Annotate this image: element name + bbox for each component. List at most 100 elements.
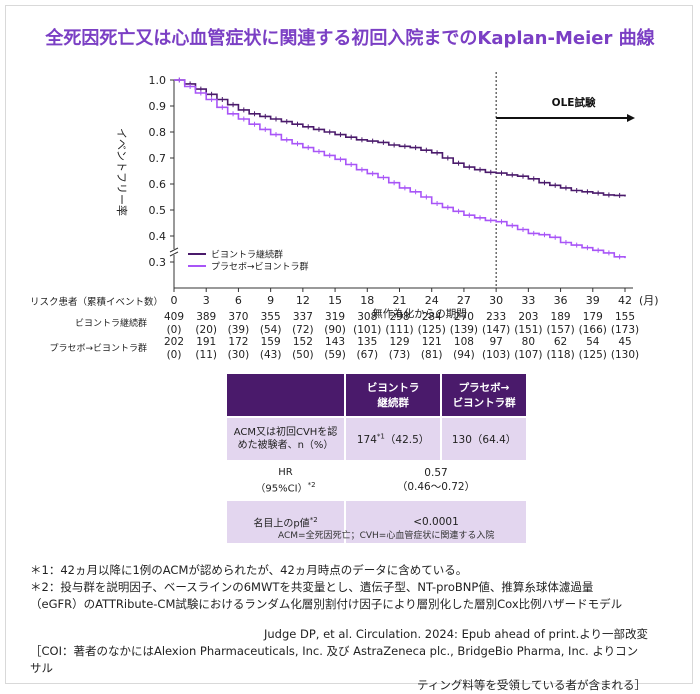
- x-tick-label: 6: [235, 294, 242, 307]
- risk-count: 45: [618, 336, 631, 348]
- risk-count: 308: [357, 311, 377, 323]
- risk-events: (50): [292, 349, 314, 361]
- coi-statement: ［COI：著者のなかにはAlexion Pharmaceuticals, Inc…: [30, 643, 646, 694]
- risk-count: 155: [615, 311, 635, 323]
- ole-arrow-head: [627, 114, 635, 122]
- risk-count: 121: [422, 336, 442, 348]
- risk-count: 172: [228, 336, 248, 348]
- risk-count: 108: [454, 336, 474, 348]
- x-tick-label: 12: [296, 294, 310, 307]
- risk-events: (118): [546, 349, 574, 361]
- risk-count: 189: [551, 311, 571, 323]
- footnote-2-cont: （eGFR）のATTRibute-CM試験におけるランダム化層別割付け因子により…: [30, 597, 623, 611]
- figure-frame: [5, 5, 693, 684]
- risk-count: 62: [554, 336, 567, 348]
- x-tick-label: 30: [489, 294, 503, 307]
- risk-count: 370: [228, 311, 248, 323]
- risk-count: 54: [586, 336, 600, 348]
- risk-count: 159: [261, 336, 281, 348]
- risk-count: 179: [583, 311, 603, 323]
- y-tick-label: 0.9: [149, 100, 167, 113]
- x-axis-label: 無作為化からの期間: [372, 307, 467, 320]
- risk-events: (125): [579, 349, 607, 361]
- table-header-placebo: プラセボ→ ビヨントラ群: [440, 372, 528, 418]
- risk-count: 80: [522, 336, 535, 348]
- x-tick-label: 3: [203, 294, 210, 307]
- risk-events: (157): [546, 324, 574, 336]
- risk-count: 191: [196, 336, 216, 348]
- footnote-1: ＊1：42ヵ月以降に1例のACMが認められたが、42ヵ月時点のデータに含めている…: [30, 563, 468, 577]
- risk-events: (101): [353, 324, 381, 336]
- risk-events: (67): [357, 349, 379, 361]
- risk-events: (151): [514, 324, 542, 336]
- x-tick-label: 33: [521, 294, 535, 307]
- x-tick-label: 24: [425, 294, 439, 307]
- summary-table: ビヨントラ 継続群 プラセボ→ ビヨントラ群 ACM又は初回CVHを認 めた被験者、n…: [225, 372, 528, 545]
- coi-line-2: ティング料等を受領している者が含まれる］: [417, 678, 646, 692]
- x-unit-label: (月): [639, 294, 659, 307]
- table-header-continuous: ビヨントラ 継続群: [343, 372, 443, 418]
- risk-events: (94): [453, 349, 475, 361]
- ole-label: OLE試験: [552, 96, 596, 109]
- cell-pvalue: <0.0001: [344, 499, 528, 545]
- risk-count: 143: [325, 336, 345, 348]
- risk-count: 129: [389, 336, 409, 348]
- risk-events: (107): [514, 349, 542, 361]
- chart-axes: 0.30.40.50.60.70.80.91.00 3 6 9 12 15 18 21 24 27…: [115, 74, 659, 320]
- risk-count: 298: [389, 311, 409, 323]
- risk-count: 97: [489, 336, 502, 348]
- risk-header: リスク患者（累積イベント数）: [30, 296, 163, 308]
- chart-title: 全死因死亡又は心血管症状に関連する初回入院までのKaplan-Meier 曲線: [45, 28, 655, 49]
- risk-events: (90): [324, 324, 346, 336]
- risk-events: (0): [167, 349, 182, 361]
- footnote-2: ＊2：投与群を説明因子、ベースラインの6MWTを共変量とし、遺伝子型、NT-pr…: [30, 580, 594, 594]
- y-tick-label: 0.4: [149, 230, 167, 243]
- cell-acm-continuous: 174*1（42.5）: [343, 416, 443, 462]
- risk-events: (30): [228, 349, 250, 361]
- risk-count: 270: [454, 311, 474, 323]
- y-tick-label: 0.8: [149, 126, 167, 139]
- row-label-pvalue: 名目上のp値*2: [225, 499, 346, 545]
- x-tick-label: 42: [618, 294, 632, 307]
- risk-events: (139): [450, 324, 478, 336]
- risk-group-label: プラセボ→ビヨントラ群: [49, 342, 147, 354]
- row-label-acm: ACM又は初回CVHを認 めた被験者、n（%）: [225, 416, 346, 462]
- y-tick-label: 0.6: [149, 178, 167, 191]
- risk-events: (111): [385, 324, 413, 336]
- risk-count: 152: [293, 336, 313, 348]
- y-tick-label: 1.0: [149, 74, 167, 87]
- risk-count: 355: [261, 311, 281, 323]
- x-tick-label: 27: [457, 294, 471, 307]
- x-tick-label: 0: [171, 294, 178, 307]
- series-placebo-line: [174, 79, 626, 259]
- risk-events: (72): [292, 324, 314, 336]
- cell-acm-placebo: 130（64.4）: [440, 416, 528, 462]
- risk-events: (11): [195, 349, 217, 361]
- risk-events: (166): [579, 324, 607, 336]
- coi-line-1: ［COI：著者のなかにはAlexion Pharmaceuticals, Inc…: [30, 644, 639, 675]
- table-corner: [225, 372, 346, 418]
- legend-label: ビヨントラ継続群: [211, 249, 283, 261]
- x-tick-label: 9: [267, 294, 274, 307]
- abbreviations: ACM=全死因死亡；CVH=心血管症状に関連する入院: [278, 531, 495, 541]
- risk-events: (147): [482, 324, 510, 336]
- risk-count: 389: [196, 311, 216, 323]
- risk-count: 284: [422, 311, 442, 323]
- risk-count: 203: [518, 311, 538, 323]
- risk-events: (173): [611, 324, 639, 336]
- y-tick-label: 0.7: [149, 152, 167, 165]
- risk-table: リスク患者（累積イベント数）ビヨントラ継続群409(0)389(20)370(3…: [30, 296, 639, 361]
- y-tick-label: 0.3: [149, 256, 167, 269]
- x-tick-label: 18: [360, 294, 374, 307]
- risk-events: (73): [389, 349, 411, 361]
- risk-count: 319: [325, 311, 345, 323]
- x-tick-label: 36: [554, 294, 568, 307]
- risk-events: (103): [482, 349, 510, 361]
- risk-count: 233: [486, 311, 506, 323]
- risk-count: 337: [293, 311, 313, 323]
- legend-label: プラセボ→ビヨントラ群: [211, 261, 309, 273]
- risk-events: (81): [421, 349, 443, 361]
- footnotes: ＊1：42ヵ月以降に1例のACMが認められたが、42ヵ月時点のデータに含めている…: [30, 562, 622, 613]
